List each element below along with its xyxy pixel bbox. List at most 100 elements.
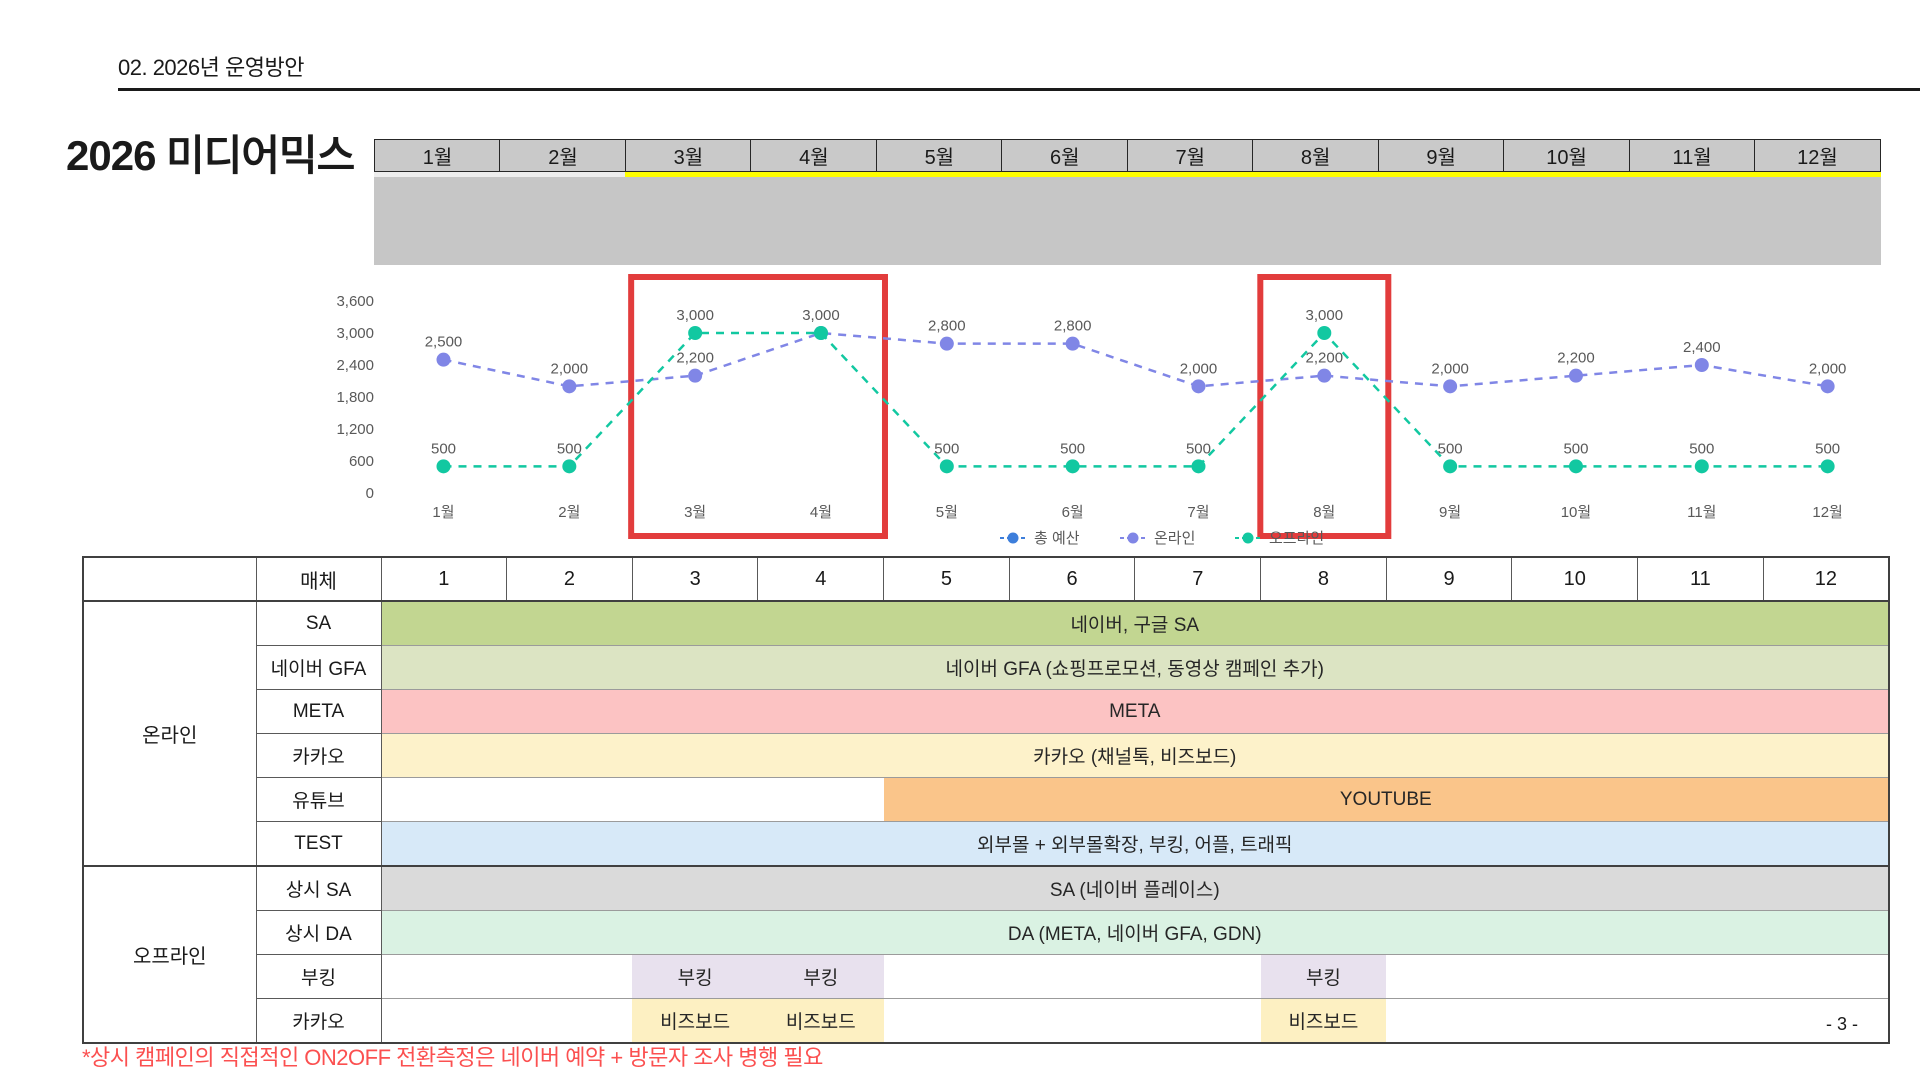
empty-months-cell [883,998,1261,1044]
row-label: TEST [255,821,382,867]
media-schedule-bar: 카카오 (채널톡, 비즈보드) [381,733,1889,778]
data-point [688,326,703,340]
row-label: 유튜브 [255,777,382,822]
data-point [688,368,703,383]
timeline-highlight-strip [374,172,1881,177]
campaign-cell-text: 부킹 [677,968,713,989]
timeline-month-cell: 11월 [1628,139,1756,172]
data-point-label: 2,000 [1180,360,1218,377]
campaign-cell-content: 비즈보드 비즈보드 [632,1007,883,1034]
month-column-header: 9 [1385,556,1513,602]
timeline-month-cell: 8월 [1252,139,1380,172]
data-point-label: 2,200 [676,350,714,367]
data-point-label: 500 [1186,440,1211,457]
timeline-highlight-segment [1253,172,1379,177]
empty-months-cell [381,954,633,999]
data-point [1568,368,1583,383]
timeline-highlight-segment [1629,172,1756,177]
campaign-cell-text: 부킹 [1305,968,1341,989]
section-underline [118,88,1920,91]
campaign-cell: 부킹 [1260,954,1387,999]
row-label: 네이버 GFA [255,645,382,690]
campaign-cell: 부킹 부킹 [632,954,884,999]
highlight-box [628,274,888,539]
month-column-header: 4 [757,556,885,602]
data-point-label: 500 [431,440,456,457]
timeline-highlight-segment [750,172,877,177]
highlight-box [1257,274,1392,539]
data-point [1191,459,1206,474]
data-point [1443,459,1458,474]
month-column-header: 12 [1762,556,1890,602]
data-point-label: 2,800 [928,318,966,335]
x-tick-label: 6월 [1062,504,1084,521]
data-point-label: 500 [934,440,959,457]
data-point-label: 500 [1438,440,1463,457]
empty-months-cell [1386,954,1889,999]
legend-label: 총 예산 [1034,530,1080,547]
data-point-label: 2,000 [551,360,589,377]
data-point [562,379,577,394]
data-point-label: 2,000 [1809,360,1847,377]
data-point [1820,459,1835,474]
month-column-header: 7 [1134,556,1262,602]
month-column-header: 11 [1637,556,1764,602]
campaign-cell-text: 비즈보드 [785,1012,856,1033]
data-point [1317,326,1332,340]
data-point [1065,336,1080,351]
data-point [1694,358,1709,372]
data-point [562,459,577,474]
empty-months-cell [883,954,1261,999]
timeline-highlight-segment [625,172,751,177]
timeline-month-cell: 5월 [875,139,1003,172]
month-column-header: 1 [380,556,508,602]
y-tick-label: 2,400 [336,357,374,374]
empty-months-cell [381,777,884,822]
timeline-month-cell: 2월 [499,139,627,172]
timeline-month-row: 1월 2월 3월 4월 5월 6월 7월 8월 9월 10월 11월 12월 [374,139,1882,172]
data-point-label: 3,000 [1306,307,1344,324]
table-corner-cell [82,556,257,602]
timeline-month-cell: 10월 [1503,139,1631,172]
data-point [1568,459,1583,474]
media-schedule-bar: META [381,689,1889,734]
x-tick-label: 1월 [432,504,454,521]
timeline-month-cell: 12월 [1753,139,1882,172]
timeline-highlight-segment [1001,172,1128,177]
data-point [1443,379,1458,394]
data-point [939,459,954,474]
empty-months-cell [381,998,633,1044]
data-point [939,336,954,351]
timeline-highlight-segment [1504,172,1630,177]
legend-label: 오프라인 [1269,530,1324,547]
timeline-plain-segment [374,172,500,177]
campaign-cell-content: 비즈보드 [1261,1007,1387,1034]
timeline-highlight-segment [1755,172,1881,177]
y-tick-label: 1,200 [336,421,374,438]
row-label: 상시 DA [255,910,382,955]
timeline-highlight-segment [1378,172,1505,177]
data-point [1317,368,1332,383]
legend-label: 온라인 [1154,530,1195,547]
legend-marker-icon [1007,532,1019,544]
data-point-label: 2,200 [1557,350,1595,367]
timeline-bar: 1월 2월 3월 4월 5월 6월 7월 8월 9월 10월 11월 12월 [374,139,1882,265]
data-point-label: 2,800 [1054,318,1092,335]
month-column-header: 5 [883,556,1010,602]
row-label: SA [255,600,382,646]
data-point [1191,379,1206,394]
timeline-body [374,177,1881,265]
campaign-cell-content: 부킹 부킹 [632,963,883,990]
legend-marker-icon [1127,532,1139,544]
timeline-month-cell: 1월 [374,139,502,172]
month-column-header: 2 [506,556,633,602]
page-number: - 3 - [1826,1014,1859,1034]
data-point-label: 2,200 [1306,350,1344,367]
month-column-header: 10 [1511,556,1639,602]
row-label: 카카오 [255,998,382,1044]
media-schedule-bar: 네이버, 구글 SA [381,601,1889,646]
data-point-label: 3,000 [676,307,714,324]
campaign-cell-text: 부킹 [803,968,839,989]
x-tick-label: 2월 [558,504,580,521]
group-label-online: 온라인 [82,600,257,867]
